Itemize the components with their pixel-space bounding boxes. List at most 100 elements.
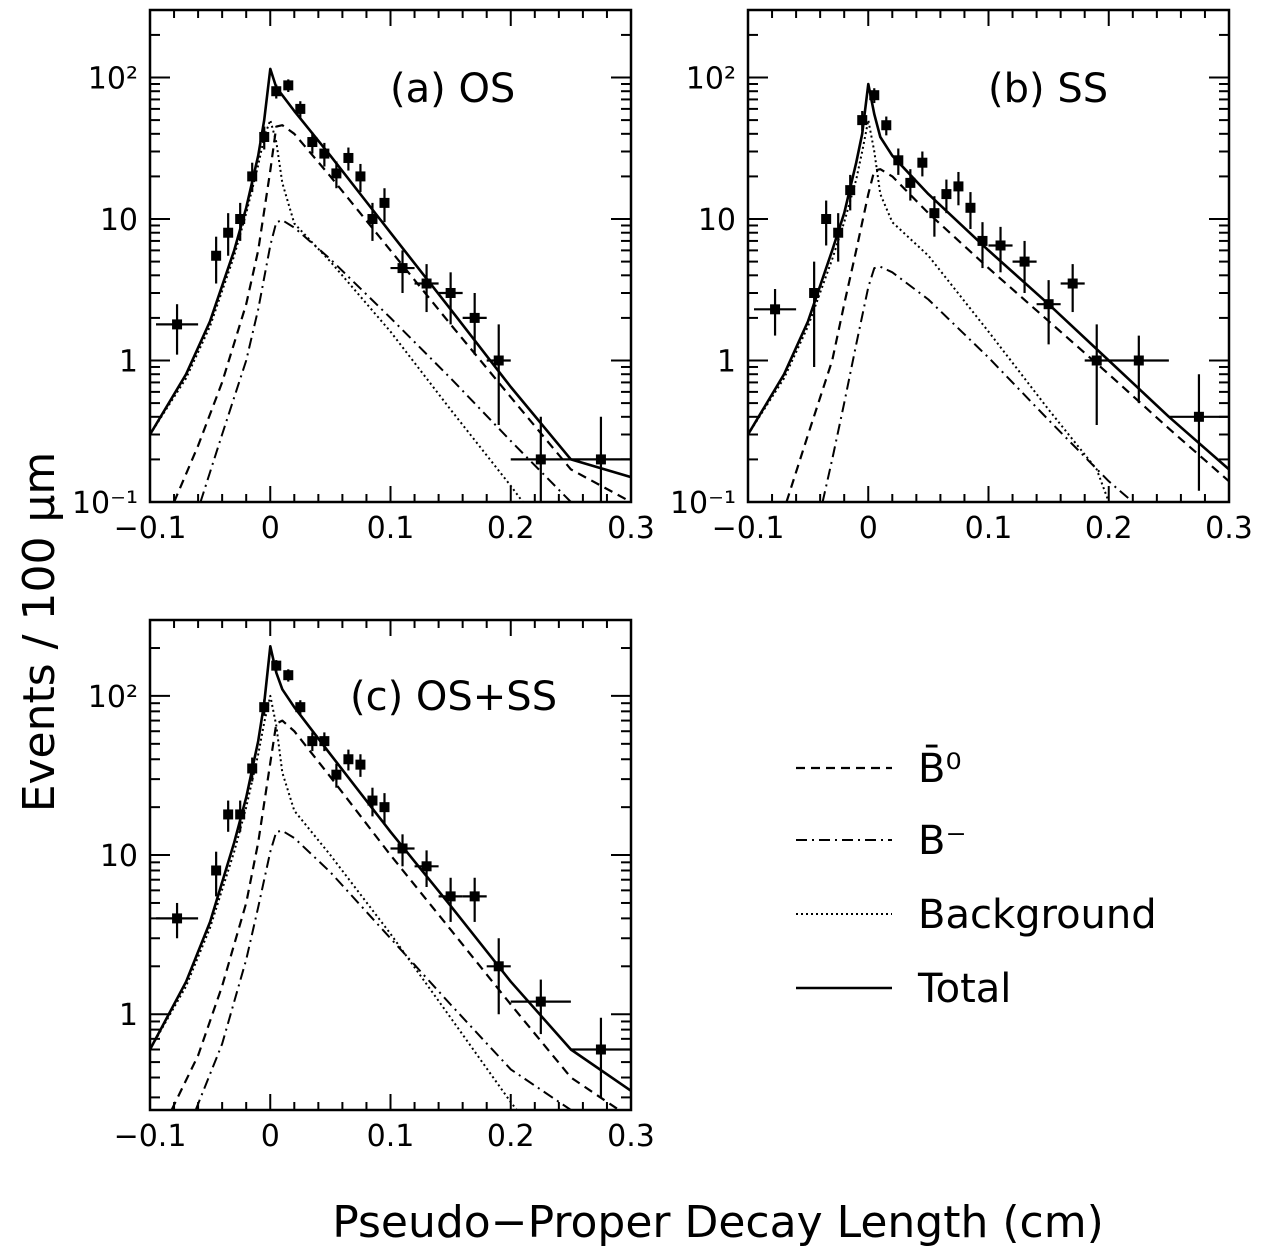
data-point (319, 736, 330, 747)
data-point (211, 865, 222, 876)
legend: B̄⁰ B⁻ Background Total (796, 744, 1157, 1012)
curves (150, 645, 631, 1110)
curve-bminus (199, 219, 589, 502)
data-point (493, 355, 504, 366)
panel-b: −0.1 0 0.1 0.2 0.3 10⁻¹ 1 10 10² (b) SS (670, 8, 1253, 546)
data-point (211, 250, 222, 261)
data-point (319, 148, 330, 159)
data-point (355, 759, 366, 770)
y-tick-label: 1 (717, 345, 736, 380)
data-point (821, 214, 832, 225)
curve-total (748, 82, 1229, 471)
data-point (379, 197, 390, 208)
data-point (235, 809, 246, 820)
x-tick-label: 0.3 (607, 511, 655, 546)
x-tick-label: 0.3 (607, 1119, 655, 1154)
data-point (1019, 256, 1030, 267)
panel-c: −0.1 0 0.1 0.2 0.3 1 10 10² (c) OS+SS (88, 618, 655, 1154)
data-point (977, 235, 988, 246)
data-point (307, 736, 318, 747)
data-point (917, 157, 928, 168)
data-point (845, 185, 856, 196)
data-point (965, 202, 976, 213)
data-point (307, 137, 318, 148)
data-point (535, 996, 546, 1007)
data-point (247, 763, 258, 774)
legend-label-bminus: B⁻ (918, 818, 967, 864)
data-point (223, 227, 234, 238)
curve-total (150, 67, 631, 479)
data-point (857, 115, 868, 126)
x-tick-label: 0 (261, 511, 280, 546)
data-point (283, 670, 294, 681)
x-axis-title: Pseudo−Proper Decay Length (cm) (332, 1197, 1104, 1247)
data-point (1067, 278, 1078, 289)
y-tick-label: 1 (119, 345, 138, 380)
data-point (295, 702, 306, 713)
data-point (1193, 411, 1204, 422)
curves (748, 82, 1229, 502)
data-point (259, 702, 270, 713)
data-point (893, 155, 904, 166)
x-tick-label: 0.1 (367, 511, 415, 546)
panel-a: −0.1 0 0.1 0.2 0.3 10⁻¹ 1 10 10² (a) OS (72, 8, 655, 546)
curve-background (150, 694, 518, 1110)
y-tick-label: 10⁻¹ (72, 486, 138, 521)
x-tick-label: −0.1 (114, 511, 187, 546)
y-tick-label: 10² (686, 62, 736, 97)
data-point (355, 171, 366, 182)
x-tick-label: 0 (261, 1119, 280, 1154)
data-point (469, 312, 480, 323)
data-point (397, 843, 408, 854)
data-points (156, 79, 631, 502)
curve-bminus (194, 829, 574, 1110)
data-point (343, 152, 354, 163)
y-tick-label: 10² (88, 62, 138, 97)
data-point (271, 86, 282, 97)
data-point (271, 660, 282, 671)
data-point (397, 263, 408, 274)
x-tick-label: 0.3 (1205, 511, 1253, 546)
data-points (754, 88, 1229, 491)
data-point (469, 891, 480, 902)
data-point (995, 240, 1006, 251)
y-tick-label: 10⁻¹ (670, 486, 736, 521)
data-point (331, 769, 342, 780)
x-tick-label: 0.2 (487, 511, 535, 546)
data-point (929, 208, 940, 219)
y-tick-label: 10 (698, 203, 736, 238)
data-point (445, 891, 456, 902)
data-point (595, 1044, 606, 1055)
y-tick-label: 10 (100, 203, 138, 238)
data-point (595, 454, 606, 465)
data-point (283, 80, 294, 91)
legend-label-total: Total (917, 966, 1011, 1012)
data-point (493, 961, 504, 972)
data-point (343, 754, 354, 765)
curve-total (150, 645, 631, 1092)
curve-bminus (821, 265, 1134, 502)
data-point (941, 189, 952, 200)
panel-label: (b) SS (988, 66, 1108, 112)
data-point (331, 168, 342, 179)
data-point (881, 120, 892, 131)
data-point (1091, 355, 1102, 366)
y-tick-label: 10² (88, 680, 138, 715)
x-tick-label: −0.1 (712, 511, 785, 546)
x-tick-label: 0.2 (1085, 511, 1133, 546)
legend-label-background: Background (918, 892, 1157, 938)
data-point (295, 103, 306, 114)
data-points (156, 660, 631, 1098)
data-point (809, 287, 820, 298)
data-point (367, 214, 378, 225)
data-point (172, 913, 183, 924)
curve-background (150, 119, 524, 502)
x-tick-label: 0.1 (367, 1119, 415, 1154)
data-point (259, 131, 270, 142)
data-point (1133, 355, 1144, 366)
curve-b0 (173, 124, 631, 502)
data-point (379, 802, 390, 813)
legend-label-b0: B̄⁰ (918, 744, 961, 792)
x-tick-label: 0.1 (965, 511, 1013, 546)
